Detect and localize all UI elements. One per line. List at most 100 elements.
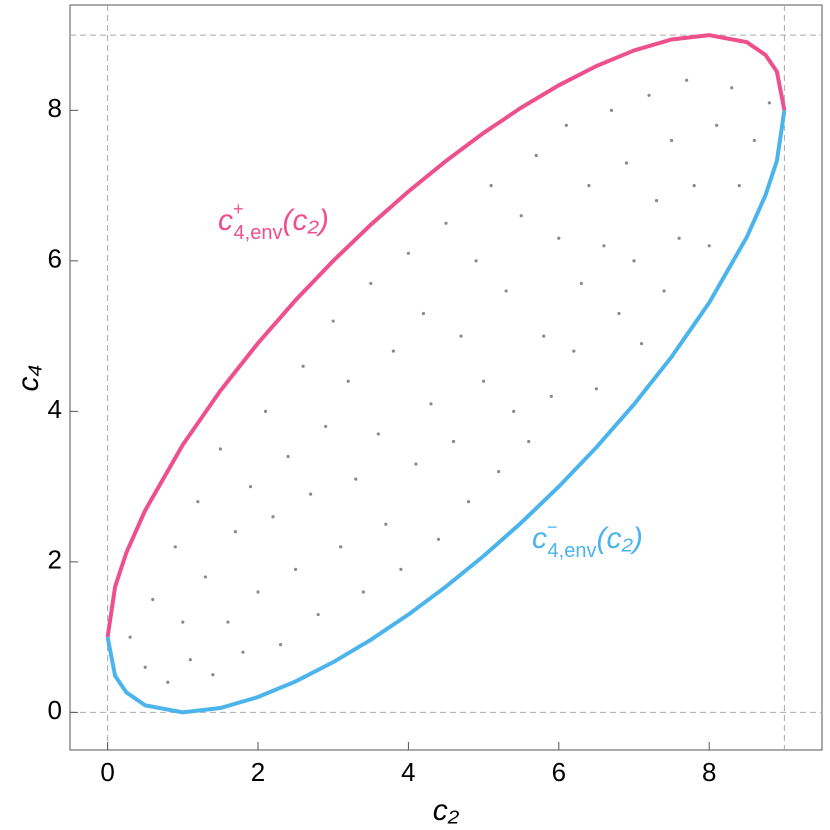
point bbox=[587, 184, 591, 188]
point bbox=[466, 500, 471, 504]
x-tick-label: 8 bbox=[702, 757, 716, 787]
plot-frame bbox=[69, 4, 823, 751]
envelope-curve bbox=[105, 110, 787, 715]
point bbox=[639, 342, 644, 346]
point bbox=[594, 387, 599, 391]
y-tick-label: 6 bbox=[48, 244, 62, 274]
label-sup: + bbox=[233, 199, 244, 219]
point bbox=[286, 454, 290, 459]
point bbox=[324, 424, 328, 429]
point bbox=[346, 379, 350, 383]
label-arg: (c₂) bbox=[596, 522, 642, 555]
point bbox=[624, 161, 629, 165]
point bbox=[647, 93, 651, 97]
point bbox=[143, 665, 147, 669]
point bbox=[534, 153, 538, 158]
label-sub: 4,env bbox=[548, 540, 597, 562]
point bbox=[376, 432, 380, 436]
point bbox=[527, 439, 531, 444]
point bbox=[278, 643, 283, 647]
point bbox=[391, 349, 395, 353]
point bbox=[579, 281, 583, 286]
label-arg: (c₂) bbox=[282, 204, 328, 237]
point bbox=[151, 597, 155, 602]
point bbox=[497, 469, 501, 474]
point bbox=[361, 590, 365, 594]
point bbox=[519, 214, 523, 218]
point bbox=[707, 244, 711, 248]
point bbox=[767, 101, 771, 105]
point bbox=[482, 379, 486, 383]
point bbox=[692, 184, 696, 188]
point bbox=[203, 575, 207, 579]
point bbox=[339, 545, 343, 549]
y-axis-label: c₄ bbox=[12, 364, 45, 391]
point bbox=[369, 281, 373, 286]
point bbox=[609, 108, 614, 112]
y-tick-label: 2 bbox=[48, 545, 62, 575]
point bbox=[166, 680, 170, 684]
point bbox=[188, 658, 192, 662]
point bbox=[564, 123, 568, 128]
point bbox=[316, 612, 320, 617]
point bbox=[542, 334, 546, 338]
point bbox=[263, 409, 268, 413]
point bbox=[399, 567, 403, 571]
point bbox=[256, 590, 260, 594]
x-tick-label: 0 bbox=[100, 757, 114, 787]
point bbox=[301, 364, 305, 368]
y-tick-label: 0 bbox=[48, 695, 62, 725]
x-axis-label: c₂ bbox=[433, 794, 460, 827]
point bbox=[181, 620, 185, 624]
x-tick-label: 6 bbox=[552, 757, 566, 787]
label-symbol: c bbox=[218, 204, 233, 237]
label-sup: − bbox=[547, 517, 558, 537]
point bbox=[271, 515, 275, 519]
envelope-curve bbox=[105, 33, 787, 638]
point bbox=[752, 138, 756, 143]
point bbox=[474, 259, 478, 263]
point bbox=[662, 289, 666, 293]
point bbox=[512, 409, 516, 413]
point bbox=[685, 78, 689, 82]
point bbox=[677, 236, 681, 240]
point bbox=[730, 86, 734, 90]
point bbox=[241, 650, 245, 654]
point bbox=[226, 620, 230, 624]
label-symbol: c bbox=[532, 522, 547, 555]
point bbox=[294, 567, 298, 571]
point bbox=[406, 251, 410, 255]
point bbox=[549, 394, 553, 398]
point bbox=[218, 447, 222, 451]
point bbox=[354, 477, 358, 481]
point bbox=[557, 236, 561, 240]
y-tick-label: 4 bbox=[48, 394, 62, 424]
y-tick-label: 8 bbox=[48, 93, 62, 123]
x-tick-label: 4 bbox=[401, 757, 415, 787]
point bbox=[248, 485, 253, 489]
point bbox=[632, 259, 636, 263]
point bbox=[572, 349, 576, 353]
point bbox=[602, 244, 606, 248]
label-sub: 4,env bbox=[234, 222, 283, 244]
point bbox=[715, 123, 719, 128]
point bbox=[444, 221, 448, 225]
point bbox=[173, 545, 177, 549]
curve-label: c− 4,env(c₂) bbox=[532, 517, 643, 563]
point bbox=[331, 319, 335, 323]
point bbox=[211, 673, 215, 677]
point bbox=[670, 138, 674, 143]
point bbox=[489, 184, 493, 188]
point bbox=[309, 492, 313, 496]
point bbox=[128, 635, 132, 639]
point bbox=[451, 439, 456, 444]
point bbox=[384, 522, 388, 526]
curve-label: c+ 4,env(c₂) bbox=[218, 199, 329, 245]
point bbox=[654, 199, 659, 203]
point bbox=[196, 500, 200, 504]
point bbox=[421, 311, 426, 316]
point bbox=[233, 530, 238, 534]
point bbox=[459, 334, 463, 338]
